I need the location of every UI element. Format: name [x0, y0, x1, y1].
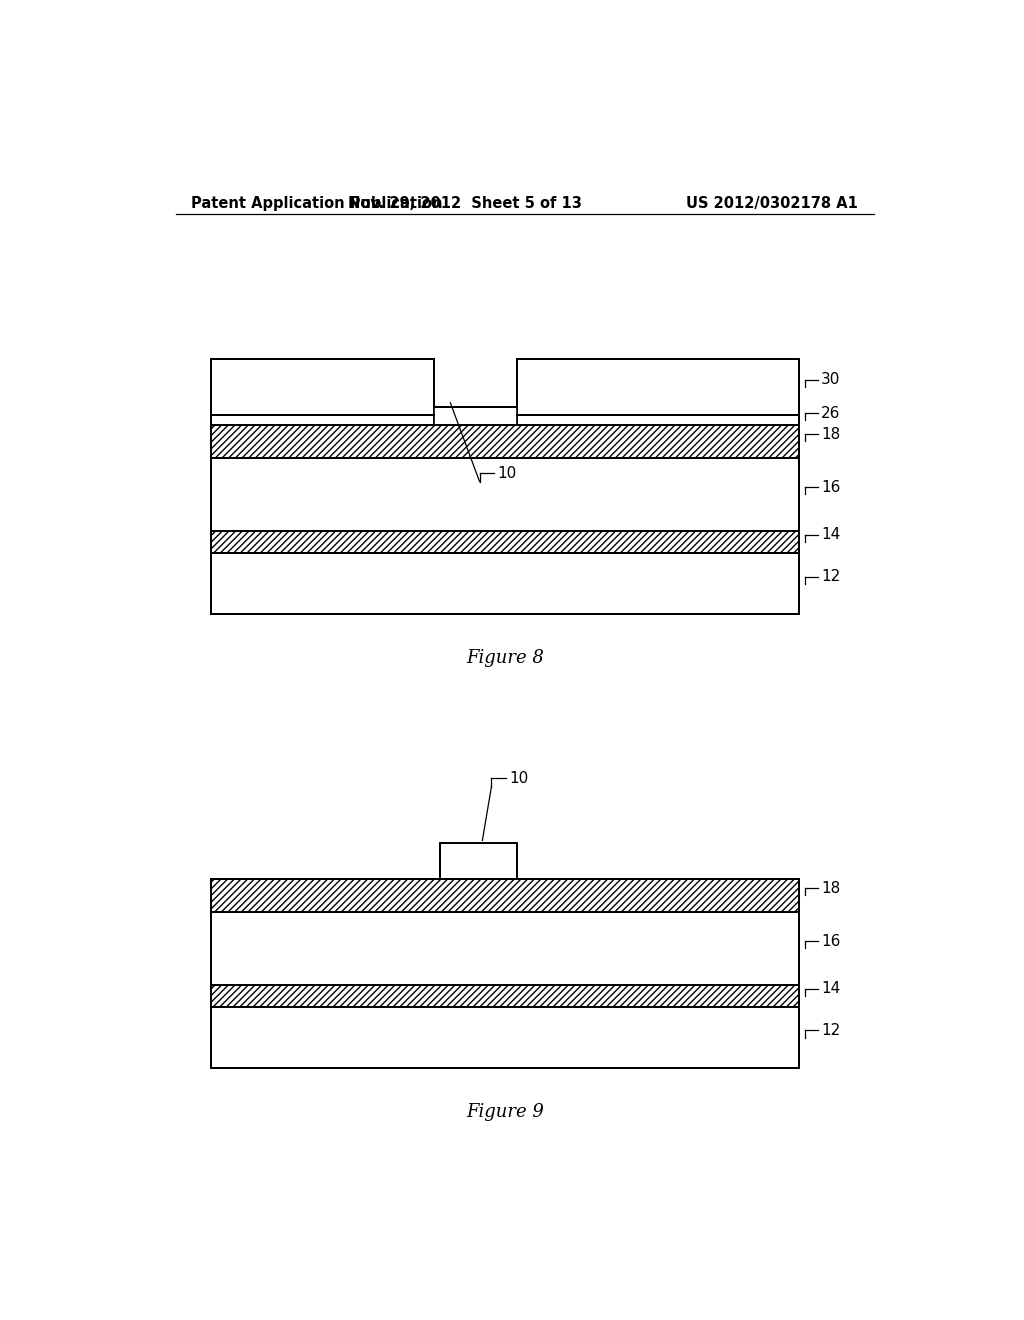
Text: Patent Application Publication: Patent Application Publication — [191, 195, 443, 211]
Bar — [211, 458, 799, 531]
Bar — [211, 425, 799, 458]
Bar — [211, 1007, 799, 1068]
Text: Figure 9: Figure 9 — [466, 1102, 544, 1121]
Bar — [517, 359, 799, 414]
Text: 16: 16 — [821, 933, 840, 949]
Text: 16: 16 — [821, 479, 840, 495]
Bar — [211, 531, 799, 553]
Bar — [440, 843, 517, 879]
Text: 30: 30 — [821, 372, 840, 388]
Bar — [211, 414, 434, 425]
Bar — [211, 553, 799, 614]
Text: 12: 12 — [821, 569, 840, 585]
Text: Nov. 29, 2012  Sheet 5 of 13: Nov. 29, 2012 Sheet 5 of 13 — [348, 195, 583, 211]
Text: 18: 18 — [821, 426, 840, 442]
Text: 26: 26 — [821, 405, 840, 421]
Bar — [434, 407, 517, 425]
Bar — [517, 414, 799, 425]
Text: 12: 12 — [821, 1023, 840, 1038]
Bar — [211, 985, 799, 1007]
Bar — [211, 879, 799, 912]
Text: 10: 10 — [509, 771, 528, 785]
Text: US 2012/0302178 A1: US 2012/0302178 A1 — [686, 195, 858, 211]
Text: 18: 18 — [821, 880, 840, 896]
Text: 14: 14 — [821, 981, 840, 997]
Text: 14: 14 — [821, 528, 840, 543]
Bar — [211, 359, 434, 414]
Text: 10: 10 — [497, 466, 516, 480]
Bar — [211, 912, 799, 985]
Text: Figure 8: Figure 8 — [466, 649, 544, 668]
